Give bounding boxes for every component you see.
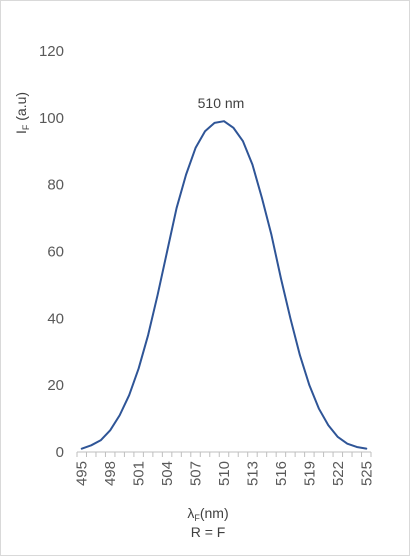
y-tick-labels: 0 20 40 60 80 100 120 bbox=[39, 43, 64, 461]
x-tick-label: 504 bbox=[159, 461, 176, 486]
x-tick-label: 519 bbox=[301, 461, 318, 486]
y-axis-title-unit: (a.u) bbox=[13, 92, 29, 125]
x-tick-label: 522 bbox=[330, 461, 347, 486]
y-tick-label: 60 bbox=[47, 244, 64, 261]
series-line bbox=[80, 120, 368, 450]
y-tick-label: 0 bbox=[56, 444, 64, 461]
x-tick-label: 510 bbox=[216, 461, 233, 486]
y-tick-label: 120 bbox=[39, 43, 64, 60]
x-tick-marks bbox=[76, 452, 372, 457]
x-tick-label: 516 bbox=[273, 461, 290, 486]
peak-annotation: 510 nm bbox=[198, 95, 245, 111]
y-tick-label: 100 bbox=[39, 110, 64, 127]
y-axis-title-sub: F bbox=[21, 124, 31, 130]
x-tick-label: 507 bbox=[188, 461, 205, 486]
x-tick-label: 495 bbox=[74, 461, 91, 486]
x-tick-labels: 495 498 501 504 507 510 513 516 519 522 525 bbox=[74, 461, 376, 486]
x-axis-title-main: λ bbox=[187, 505, 194, 521]
y-axis-title: IF (a.u) bbox=[13, 92, 31, 134]
x-axis-title-unit: (nm) bbox=[200, 505, 229, 521]
x-axis-title-sub: F bbox=[194, 513, 200, 523]
x-tick-label: 501 bbox=[131, 461, 148, 486]
x-tick-label: 498 bbox=[102, 461, 119, 486]
bottom-subtitle: R = F bbox=[191, 524, 226, 540]
x-tick-label: 525 bbox=[358, 461, 375, 486]
x-tick-label: 513 bbox=[244, 461, 261, 486]
y-axis-title-main: I bbox=[13, 130, 29, 134]
x-axis-title: λF(nm) bbox=[187, 505, 228, 523]
y-tick-label: 80 bbox=[47, 177, 64, 194]
y-tick-label: 20 bbox=[47, 377, 64, 394]
y-tick-label: 40 bbox=[47, 310, 64, 327]
